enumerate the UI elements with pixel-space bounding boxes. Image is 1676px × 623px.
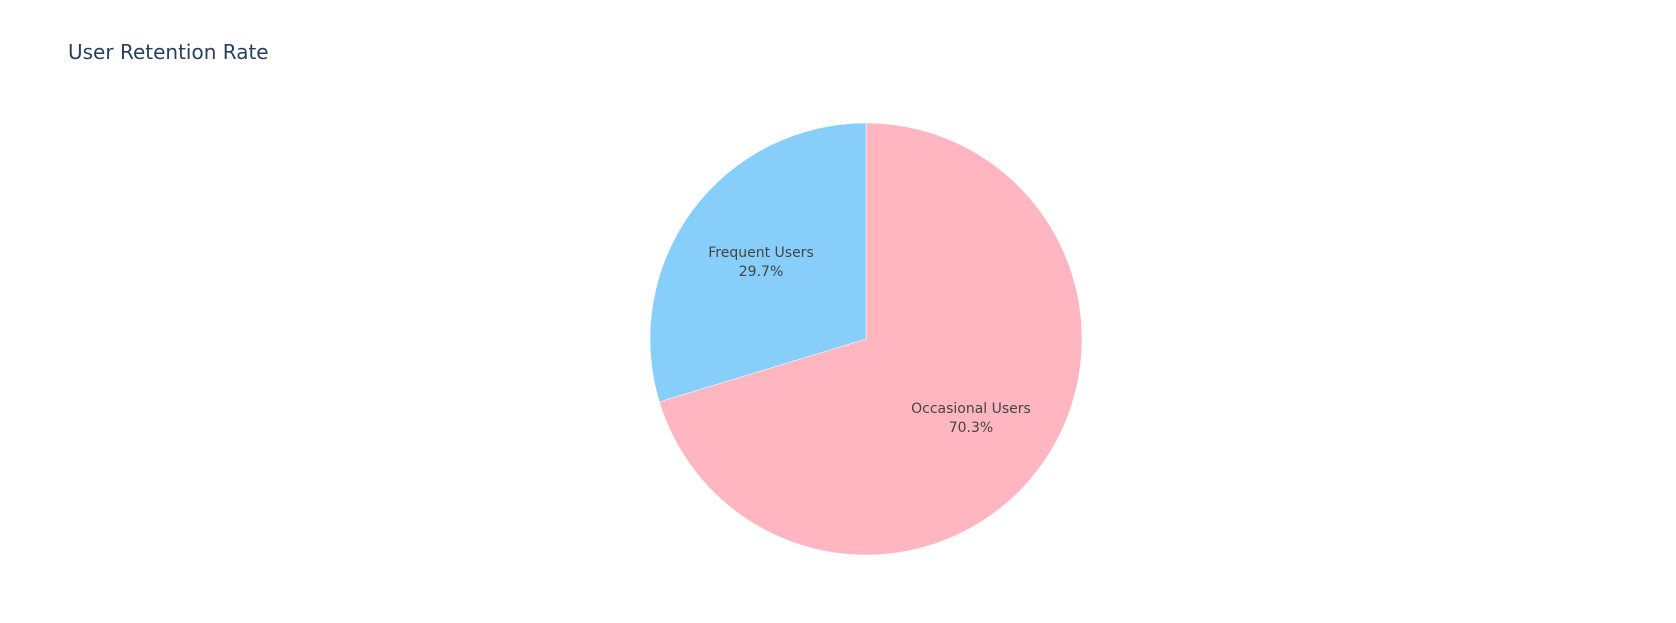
pie-slice-occasional-users[interactable] <box>659 122 1083 556</box>
pie-label-occasional-users: Occasional Users 70.3% <box>911 401 1031 436</box>
slice-name-label: Frequent Users <box>708 245 814 261</box>
slice-percent-label: 29.7% <box>739 264 783 280</box>
slice-name-label: Occasional Users <box>911 401 1031 417</box>
pie-labels: Occasional Users 70.3% Frequent Users 29.7% <box>708 245 1031 436</box>
pie-slices <box>649 122 1083 556</box>
pie-label-frequent-users: Frequent Users 29.7% <box>708 245 814 280</box>
chart-title: User Retention Rate <box>68 40 269 64</box>
pie-slice-frequent-users[interactable] <box>649 122 867 403</box>
slice-percent-label: 70.3% <box>949 420 993 436</box>
